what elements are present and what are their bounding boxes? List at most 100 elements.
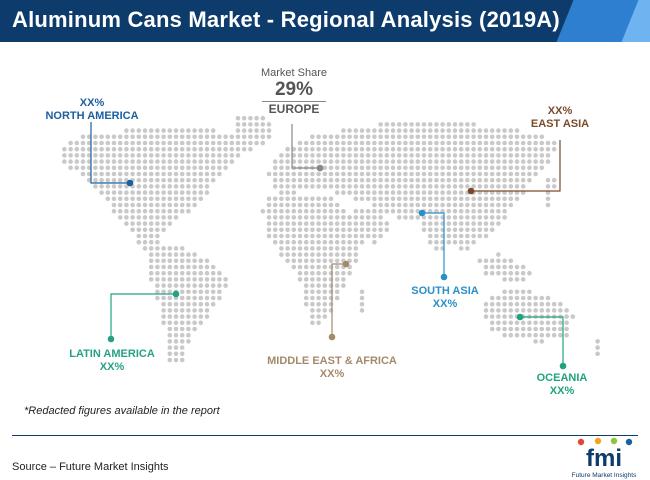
map-dot <box>527 159 532 164</box>
map-dot <box>117 140 123 146</box>
map-dot <box>130 140 135 146</box>
map-dot <box>465 165 470 171</box>
map-dot <box>341 184 346 189</box>
map-dot <box>328 140 334 146</box>
map-dot <box>136 146 142 152</box>
map-dot <box>365 159 371 164</box>
map-dot <box>229 159 235 164</box>
map-dot <box>68 140 73 146</box>
south-asia-marker <box>418 209 426 217</box>
map-dot <box>421 146 427 152</box>
map-dot <box>520 332 526 338</box>
map-dot <box>291 153 297 158</box>
map-dot <box>173 283 179 288</box>
map-dot <box>372 153 377 158</box>
map-dot <box>489 208 495 214</box>
map-dot <box>241 115 247 121</box>
map-dot <box>316 208 321 214</box>
map-dot <box>310 153 315 158</box>
map-dot <box>179 208 185 214</box>
map-dot <box>421 184 427 189</box>
map-dot <box>533 301 538 307</box>
map-dot <box>341 233 346 239</box>
map-dot <box>248 146 253 152</box>
map-dot <box>328 227 334 233</box>
map-dot <box>359 208 365 214</box>
map-dot <box>186 134 191 140</box>
map-dot <box>471 227 476 233</box>
map-dot <box>272 221 278 226</box>
map-dot <box>105 159 111 164</box>
map-dot <box>167 246 173 251</box>
map-dot <box>403 202 408 208</box>
map-dot <box>204 159 210 164</box>
map-dot <box>316 227 321 233</box>
map-dot <box>297 202 303 208</box>
map-dot <box>496 295 501 301</box>
map-dot <box>483 258 489 264</box>
map-dot <box>322 289 328 295</box>
map-dot <box>434 215 439 220</box>
map-dot <box>427 221 433 226</box>
map-dot <box>347 140 352 146</box>
map-dot <box>446 208 452 214</box>
map-dot <box>489 227 495 233</box>
map-dot <box>396 159 402 164</box>
map-dot <box>427 153 433 158</box>
map-dot <box>434 171 439 177</box>
map-dot <box>458 140 464 146</box>
map-dot <box>328 270 334 276</box>
map-dot <box>285 221 290 226</box>
map-dot <box>303 239 309 245</box>
map-dot <box>396 153 402 158</box>
map-dot <box>204 140 210 146</box>
map-dot <box>179 258 185 264</box>
map-dot <box>471 171 476 177</box>
map-dot <box>409 215 414 220</box>
map-dot <box>105 184 111 189</box>
map-dot <box>167 339 173 344</box>
map-dot <box>279 153 284 158</box>
map-dot <box>279 215 284 220</box>
map-dot <box>217 140 222 146</box>
map-dot <box>539 332 545 338</box>
map-dot <box>427 171 433 177</box>
map-dot <box>198 196 204 202</box>
map-dot <box>173 202 179 208</box>
map-dot <box>520 177 526 183</box>
map-dot <box>111 165 117 171</box>
map-dot <box>347 146 352 152</box>
map-dot <box>458 128 464 133</box>
map-dot <box>136 177 142 183</box>
map-dot <box>86 159 92 164</box>
map-dot <box>80 171 86 177</box>
map-dot <box>508 326 514 332</box>
map-dot <box>372 208 377 214</box>
map-dot <box>285 153 290 158</box>
map-dot <box>136 208 142 214</box>
north-america-leader-line <box>90 122 130 184</box>
map-dot <box>179 289 185 295</box>
map-dot <box>502 128 507 133</box>
map-dot <box>148 171 154 177</box>
map-dot <box>477 171 483 177</box>
map-dot <box>254 140 259 146</box>
map-dot <box>328 295 334 301</box>
map-dot <box>198 258 204 264</box>
map-dot <box>186 171 191 177</box>
map-dot <box>291 208 297 214</box>
map-dot <box>558 301 563 307</box>
map-dot <box>328 301 334 307</box>
map-dot <box>409 153 414 158</box>
map-dot <box>161 301 166 307</box>
map-dot <box>111 171 117 177</box>
map-dot <box>372 140 377 146</box>
map-dot <box>465 134 470 140</box>
map-dot <box>291 258 297 264</box>
map-dot <box>285 233 290 239</box>
map-dot <box>167 165 173 171</box>
map-dot <box>527 308 532 313</box>
map-dot <box>347 184 352 189</box>
map-dot <box>496 264 501 270</box>
map-dot <box>148 233 154 239</box>
